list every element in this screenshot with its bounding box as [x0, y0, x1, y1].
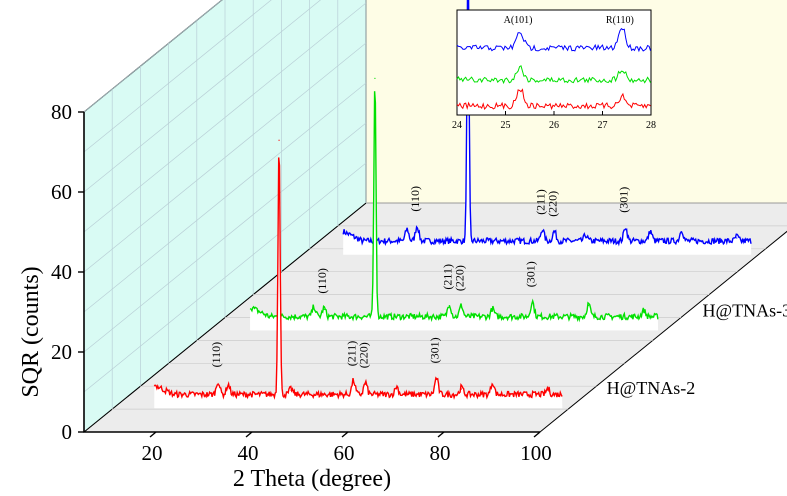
peak-label: (301): [523, 261, 537, 287]
peak-label: (110): [315, 268, 329, 294]
peak-point: [448, 304, 450, 307]
peak-point: [352, 381, 355, 383]
left-wall-gridline: [83, 0, 321, 193]
left-wall-gridline: [83, 122, 367, 353]
peak-point: [547, 389, 549, 391]
y-tick-label: 60: [51, 180, 72, 204]
inset-x-tick-label: 24: [452, 120, 462, 131]
series-line: [249, 91, 659, 323]
left-wall-gridline: [83, 82, 367, 313]
peak-point: [541, 230, 544, 232]
peak-point: [460, 388, 463, 390]
chart-walls: [82, 0, 787, 434]
x-axis-title: 2 Theta (degree): [233, 466, 391, 492]
inset-x-tick-label: 26: [549, 120, 559, 131]
series-H@TNAs-4: (110)(211)(220)(301)H@TNAs-4: [342, 0, 752, 255]
peak-point: [290, 389, 292, 391]
y-axis-title: SQR (counts): [18, 266, 44, 397]
y-tick-label: 20: [51, 340, 72, 364]
peak-point: [364, 383, 367, 385]
x-tick-mark: [341, 431, 349, 438]
peak-point: [585, 236, 587, 238]
series-line: [153, 157, 563, 400]
y-tick-label: 80: [51, 100, 72, 124]
peak-point: [278, 139, 280, 141]
x-tick-label: 100: [520, 441, 552, 465]
peak-label: (301): [616, 187, 630, 213]
y-tick-label: 0: [62, 420, 73, 444]
peak-point: [396, 387, 398, 389]
inset-annotation: R(110): [606, 15, 634, 26]
x-tick-mark: [245, 431, 253, 438]
x-tick-mark: [533, 431, 541, 438]
peak-label: (220): [545, 191, 559, 217]
peak-point: [553, 232, 556, 234]
peak-point: [624, 228, 627, 230]
peak-point: [313, 307, 315, 309]
peak-label: (110): [209, 342, 223, 368]
peak-point: [374, 77, 376, 79]
peak-point: [217, 382, 219, 385]
peak-point: [406, 230, 408, 232]
series-label: H@TNAs-2: [607, 378, 696, 398]
left-wall-gridline: [83, 0, 272, 153]
x-tick-label: 60: [334, 441, 355, 465]
peak-point: [492, 383, 494, 385]
series-label: H@TNAs-3: [703, 300, 787, 320]
inset-x-tick-label: 28: [646, 120, 656, 131]
peak-label: (211): [345, 341, 359, 367]
inset-series-line: [456, 88, 651, 111]
series-H@TNAs-2: (110) (211)(220) (301)H@TNAs-2: [153, 139, 696, 409]
peak-label: (211): [533, 189, 547, 215]
series-layer: (110)(211)(220)(301)H@TNAs-4(110)(211)(2…: [153, 0, 787, 409]
inset-chart: 24 25 26 27 28 A(101) R(110): [452, 9, 656, 131]
peak-point: [649, 232, 652, 234]
peak-label: (220): [452, 265, 466, 291]
peak-point: [323, 308, 325, 311]
peak-point: [587, 304, 590, 307]
peak-point: [643, 311, 645, 313]
x-tick-label: 80: [430, 441, 451, 465]
x-tick-label: 40: [238, 441, 259, 465]
left-wall-gridline: [83, 0, 223, 113]
peak-point: [531, 302, 533, 304]
left-wall-gridline: [83, 2, 367, 233]
peak-point: [491, 309, 494, 311]
x-tick-label: 20: [142, 441, 163, 465]
inset-annotation: A(101): [504, 15, 533, 26]
inset-frame: [456, 9, 652, 116]
peak-label: (110): [408, 186, 422, 212]
peak-label: (220): [357, 342, 371, 368]
series-line: [342, 0, 752, 247]
peak-point: [460, 306, 462, 308]
inset-x-tick-label: 25: [501, 120, 511, 131]
x-tick-mark: [149, 431, 157, 438]
inset-series-line: [456, 65, 651, 85]
peak-point: [736, 237, 738, 239]
series-H@TNAs-3: (110) (211)(220) (301)H@TNAs-3: [249, 77, 787, 331]
left-wall-gridline: [83, 162, 367, 393]
peak-point: [681, 231, 683, 233]
chart-axes: 0 20 40 60 80 20 40 60 80 100: [51, 100, 552, 465]
inset-x-tick-label: 27: [598, 120, 608, 131]
peak-point: [227, 385, 229, 387]
left-wall-gridline: [83, 42, 367, 273]
inset-series-line: [456, 28, 651, 53]
x-tick-mark: [437, 431, 445, 438]
peak-point: [416, 227, 418, 229]
peak-label: (301): [428, 337, 442, 363]
y-tick-label: 40: [51, 260, 72, 284]
peak-label: (211): [440, 264, 454, 290]
peak-point: [435, 378, 438, 381]
